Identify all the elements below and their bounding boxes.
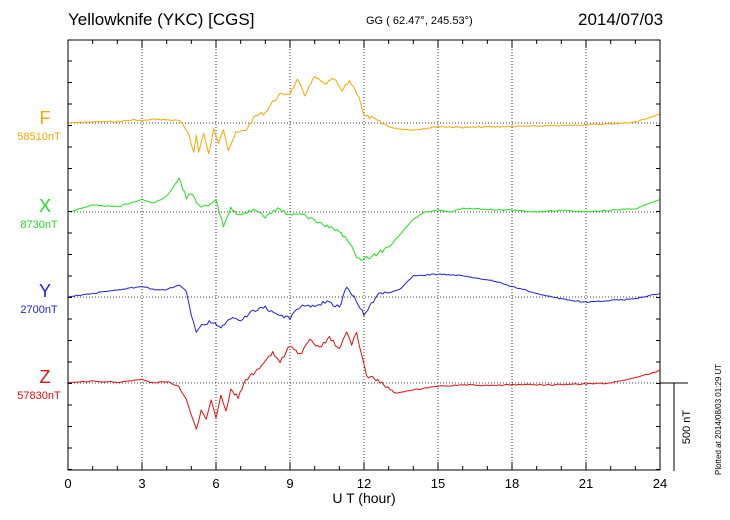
series-name-f: F bbox=[39, 108, 51, 128]
x-tick-label: 18 bbox=[505, 476, 519, 491]
series-baseline-f: 58510nT bbox=[17, 131, 61, 143]
chart-title-station: Yellowknife (YKC) [CGS] bbox=[68, 10, 255, 29]
series-baseline-z: 57830nT bbox=[17, 390, 61, 402]
x-axis-label: U T (hour) bbox=[332, 490, 395, 506]
x-tick-label: 12 bbox=[357, 476, 371, 491]
chart-title-date: 2014/07/03 bbox=[578, 10, 664, 29]
series-line-x bbox=[67, 177, 661, 261]
plot-timestamp: Plotted at 2014/08/03 01:29 UT bbox=[714, 363, 723, 475]
series-name-x: X bbox=[38, 196, 51, 216]
scale-bar-label: 500 nT bbox=[681, 410, 693, 445]
series-line-z bbox=[68, 331, 660, 430]
series-name-y: Y bbox=[38, 281, 51, 301]
series-baseline-x: 8730nT bbox=[20, 219, 58, 231]
plot-frame bbox=[67, 39, 661, 471]
series-line-y bbox=[67, 273, 661, 333]
x-tick-label: 3 bbox=[138, 476, 145, 491]
series-name-z: Z bbox=[39, 367, 51, 387]
chart-title-coordinates: GG ( 62.47°, 245.53°) bbox=[366, 15, 473, 27]
x-tick-label: 6 bbox=[212, 476, 219, 491]
x-tick-label: 0 bbox=[64, 476, 71, 491]
x-tick-label: 24 bbox=[653, 476, 667, 491]
x-tick-label: 21 bbox=[579, 476, 593, 491]
series-line-f bbox=[68, 76, 661, 155]
x-tick-label: 9 bbox=[286, 476, 293, 491]
series-baseline-y: 2700nT bbox=[20, 304, 58, 316]
x-tick-label: 15 bbox=[431, 476, 445, 491]
